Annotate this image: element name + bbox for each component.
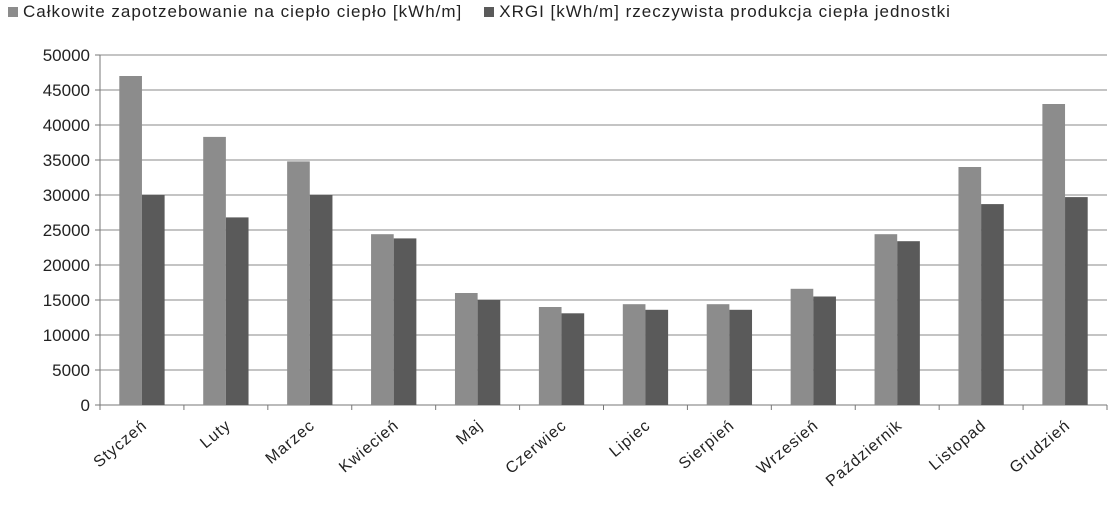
bar-1-12 [1042, 104, 1066, 405]
y-tick-label: 5000 [52, 361, 90, 380]
y-tick-label: 15000 [43, 291, 90, 310]
bar-2-6 [561, 313, 585, 405]
x-category-label: Luty [197, 417, 234, 452]
y-tick-label: 10000 [43, 326, 90, 345]
bar-2-4 [393, 238, 417, 405]
bar-2-9 [813, 296, 836, 405]
legend-swatch-series-1 [8, 7, 18, 17]
x-category-label: Październik [823, 417, 906, 490]
x-category-label: Grudzień [1007, 417, 1074, 477]
bar-2-5 [477, 300, 501, 405]
x-category-label: Kwiecień [336, 417, 402, 476]
bar-1-11 [958, 167, 982, 405]
bar-2-3 [309, 195, 333, 405]
bar-1-1 [119, 76, 142, 405]
bar-1-3 [287, 161, 310, 405]
y-tick-label: 50000 [43, 46, 90, 65]
x-category-label: Marzec [263, 417, 319, 468]
y-tick-label: 35000 [43, 151, 90, 170]
bar-2-10 [897, 241, 920, 405]
bar-1-6 [538, 307, 562, 405]
y-tick-label: 40000 [43, 116, 90, 135]
y-tick-label: 30000 [43, 186, 90, 205]
bar-2-12 [1065, 197, 1088, 405]
y-tick-label: 25000 [43, 221, 90, 240]
y-tick-label: 20000 [43, 256, 90, 275]
bar-2-7 [645, 309, 669, 405]
bar-1-5 [454, 293, 478, 405]
x-category-label: Lipiec [606, 417, 654, 461]
legend-label-series-1: Całkowite zapotzebowanie na ciepło ciepł… [23, 2, 463, 21]
chart-legend: Całkowite zapotzebowanie na ciepło ciepł… [8, 2, 973, 22]
legend-label-series-2: XRGI [kWh/m] rzeczywista produkcja ciepł… [499, 2, 951, 21]
y-tick-label: 0 [81, 396, 90, 415]
legend-item-series-1: Całkowite zapotzebowanie na ciepło ciepł… [8, 2, 462, 22]
bar-2-11 [981, 204, 1004, 405]
x-category-label: Sierpień [676, 417, 738, 473]
x-category-label: Listopad [926, 417, 989, 474]
bar-1-9 [790, 288, 814, 405]
bar-2-1 [141, 195, 165, 405]
x-category-label: Wrzesień [754, 417, 822, 478]
bar-1-8 [706, 304, 730, 405]
bar-2-8 [729, 309, 753, 405]
legend-item-series-2: XRGI [kWh/m] rzeczywista produkcja ciepł… [484, 2, 951, 22]
legend-swatch-series-2 [484, 7, 495, 17]
bar-1-7 [622, 304, 646, 405]
x-category-label: Styczeń [91, 417, 151, 471]
x-category-label: Czerwiec [503, 417, 570, 477]
bar-1-2 [203, 136, 226, 405]
bar-1-10 [874, 234, 898, 405]
bar-2-2 [225, 217, 249, 405]
x-category-label: Maj [453, 417, 486, 449]
bar-1-4 [371, 234, 394, 405]
y-tick-label: 45000 [43, 81, 90, 100]
